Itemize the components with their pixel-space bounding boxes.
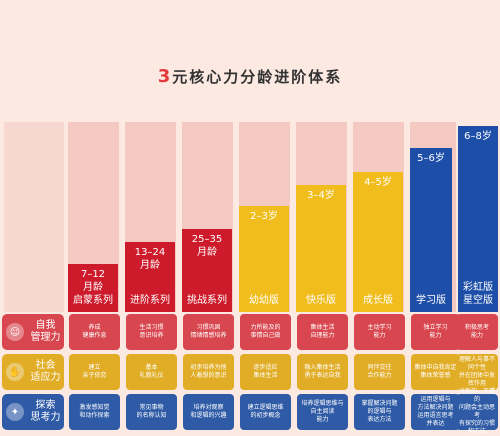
series-name: 挑战系列 — [187, 295, 227, 306]
ability-cell: 主动学习 能力 — [354, 314, 405, 350]
ability-cell: 掌握解决问题 的逻辑与 表达方法 — [354, 394, 405, 430]
age-range-label: 7–12 月龄 — [80, 269, 106, 293]
ability-cell: 生活习惯 意识培养 — [126, 314, 177, 350]
age-range-label: 6–8岁 — [464, 131, 492, 142]
age-stair-chart: 7–12 月龄 启蒙系列 13–24 月龄 进阶系列 25–35 月龄 挑战系列 2–3岁幼… — [0, 120, 500, 312]
ability-cell: 建立 亲子依恋 — [69, 354, 120, 390]
age-range-label: 2–3岁 — [250, 211, 278, 222]
ability-cell: 对新的、不懂的 问题会主动思考 有探究的习惯 和方法 — [456, 388, 498, 435]
age-range-label: 5–6岁 — [417, 153, 445, 164]
row-label: 自我 管理力 — [30, 320, 61, 343]
ability-cell: 培养对观察 和逻辑的兴趣 — [183, 394, 234, 430]
row-header: ☺ 自我 管理力 — [2, 314, 64, 350]
ability-cell: 集体中自我肯定 集体荣誉感 — [411, 354, 460, 390]
ability-cell: 激发感知觉 和动作探索 — [69, 394, 120, 430]
age-range-label: 3–4岁 — [307, 190, 335, 201]
age-column: 5–6岁学习版 — [410, 148, 452, 312]
ability-cell: 理解人与事不同个性 并在团体中发挥作用 — [456, 354, 498, 390]
age-column: 3–4岁快乐版 — [296, 185, 346, 312]
age-column: 25–35 月龄挑战系列 — [182, 229, 232, 312]
age-column: 7–12 月龄启蒙系列 — [68, 264, 118, 312]
row-header: ✋ 社会 适应力 — [2, 354, 64, 390]
ability-cell: 同伴交往 合作能力 — [354, 354, 405, 390]
user-icon: ☺ — [6, 323, 24, 341]
series-name: 成长版 — [363, 295, 393, 306]
page-title: 3元核心力分龄进阶体系 — [0, 66, 500, 87]
ability-cell: 初步培养为他 人着想的意识 — [183, 354, 234, 390]
title-text: 元核心力分龄进阶体系 — [172, 68, 343, 86]
ability-cell: 积极思考 能力 — [456, 314, 498, 350]
hands-icon: ✋ — [6, 363, 24, 381]
series-name: 进阶系列 — [130, 295, 170, 306]
ability-cell: 基本 礼貌礼仪 — [126, 354, 177, 390]
age-column: 6–8岁彩虹版 星空版 — [458, 126, 498, 312]
ability-row: ☺ 自我 管理力 养成 健康作息 生活习惯 意识培养 习惯巩固 情绪情感培养 力所能及的 … — [0, 314, 500, 352]
series-name: 彩虹版 星空版 — [463, 282, 493, 306]
ability-cell: 养成 健康作息 — [69, 314, 120, 350]
ability-cell: 培养逻辑思维与 自主阅读 能力 — [297, 394, 348, 430]
row-label: 探索 思考力 — [30, 400, 61, 423]
title-number: 3 — [157, 66, 173, 87]
row-label: 社会 适应力 — [30, 360, 61, 383]
lightbulb-icon: ✦ — [6, 403, 24, 421]
age-range-label: 25–35 月龄 — [191, 234, 223, 258]
age-range-label: 4–5岁 — [364, 177, 392, 188]
ability-cell: 习惯巩固 情绪情感培养 — [183, 314, 234, 350]
age-column: 4–5岁成长版 — [353, 172, 403, 312]
ability-cell: 融入集体生活 勇于表达自我 — [297, 354, 348, 390]
series-name: 幼幼版 — [249, 295, 279, 306]
series-name: 启蒙系列 — [73, 295, 113, 306]
row-header: ✦ 探索 思考力 — [2, 394, 64, 430]
age-column: 2–3岁幼幼版 — [239, 206, 289, 312]
ability-cell: 力所能及的 事情自己做 — [240, 314, 291, 350]
age-range-label: 13–24 月龄 — [134, 247, 166, 271]
age-column: 13–24 月龄进阶系列 — [125, 242, 175, 312]
stair-background — [4, 122, 64, 312]
ability-cell: 集体生活 自理能力 — [297, 314, 348, 350]
ability-row: ✦ 探索 思考力 激发感知觉 和动作探索 常见事物 的名称认知 培养对观察 和逻辑的兴趣… — [0, 388, 500, 435]
ability-cell: 独立学习 能力 — [411, 314, 460, 350]
series-name: 快乐版 — [306, 295, 336, 306]
ability-cell: 逐步适应 集体生活 — [240, 354, 291, 390]
ability-row: ✋ 社会 适应力 建立 亲子依恋 基本 礼貌礼仪 初步培养为他 人着想的意识 逐步适应 集… — [0, 354, 500, 392]
ability-cell: 运用逻辑与 方法解决问题 运用语言思考 并表达 — [411, 394, 460, 430]
ability-cell: 常见事物 的名称认知 — [126, 394, 177, 430]
series-name: 学习版 — [416, 295, 446, 306]
ability-cell: 建立逻辑思维 的初步概念 — [240, 394, 291, 430]
